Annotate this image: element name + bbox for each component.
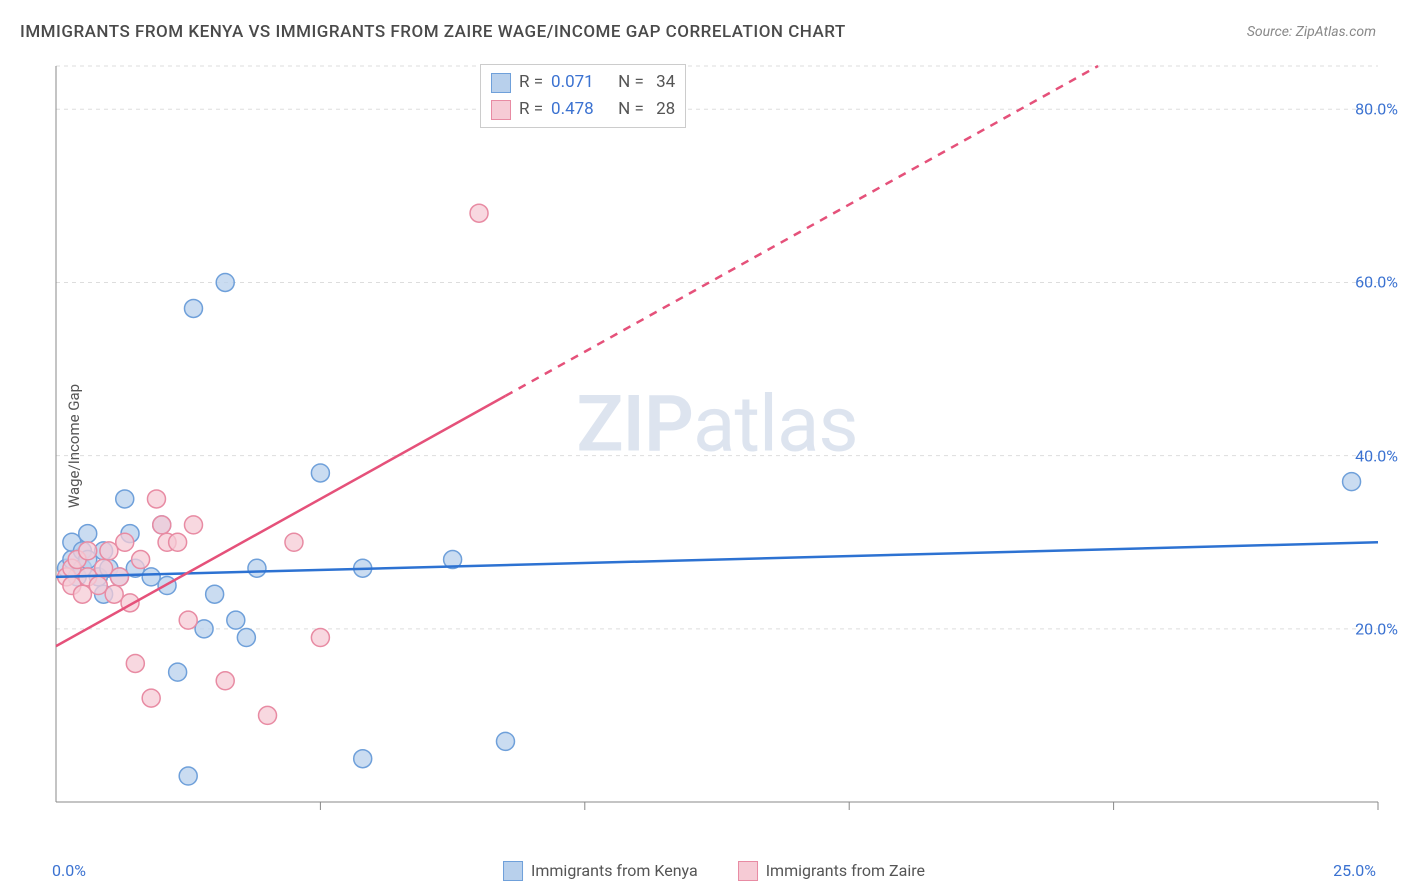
n-value-kenya: 34 bbox=[652, 69, 675, 96]
legend-label-kenya: Immigrants from Kenya bbox=[531, 861, 698, 880]
scatter-svg bbox=[52, 60, 1382, 820]
source-attribution: Source: ZipAtlas.com bbox=[1247, 24, 1376, 40]
n-value-zaire: 28 bbox=[652, 96, 675, 123]
n-label: N = bbox=[618, 96, 644, 123]
y-axis-tick-label: 40.0% bbox=[1355, 446, 1398, 465]
legend-item-kenya: Immigrants from Kenya bbox=[503, 861, 698, 881]
n-label: N = bbox=[618, 69, 644, 96]
chart-title: IMMIGRANTS FROM KENYA VS IMMIGRANTS FROM… bbox=[20, 22, 846, 42]
stats-swatch-kenya bbox=[491, 73, 511, 93]
bottom-legend-bar: 0.0% Immigrants from KenyaImmigrants fro… bbox=[52, 861, 1376, 880]
r-value-kenya: 0.071 bbox=[551, 69, 594, 96]
legend-swatch-kenya bbox=[503, 861, 523, 881]
r-value-zaire: 0.478 bbox=[551, 96, 594, 123]
r-label: R = bbox=[519, 69, 543, 96]
legend-item-zaire: Immigrants from Zaire bbox=[738, 861, 925, 881]
y-axis-tick-label: 80.0% bbox=[1355, 100, 1398, 119]
y-axis-tick-label: 20.0% bbox=[1355, 619, 1398, 638]
legend-items: Immigrants from Kenya Immigrants from Zai… bbox=[503, 861, 925, 881]
stats-row-zaire: R = 0.478 N = 28 bbox=[491, 96, 675, 123]
x-axis-tick-end: 25.0% bbox=[1333, 861, 1376, 880]
r-label: R = bbox=[519, 96, 543, 123]
chart-plot-area: ZIPatlas bbox=[52, 60, 1382, 820]
legend-swatch-zaire bbox=[738, 861, 758, 881]
y-axis-tick-label: 60.0% bbox=[1355, 273, 1398, 292]
legend-label-zaire: Immigrants from Zaire bbox=[766, 861, 925, 880]
stats-row-kenya: R = 0.071 N = 34 bbox=[491, 69, 675, 96]
correlation-stats-box: R = 0.071 N = 34 R = 0.478 N = 28 bbox=[480, 64, 686, 128]
x-axis-tick-start: 0.0% bbox=[52, 861, 86, 880]
stats-swatch-zaire bbox=[491, 100, 511, 120]
